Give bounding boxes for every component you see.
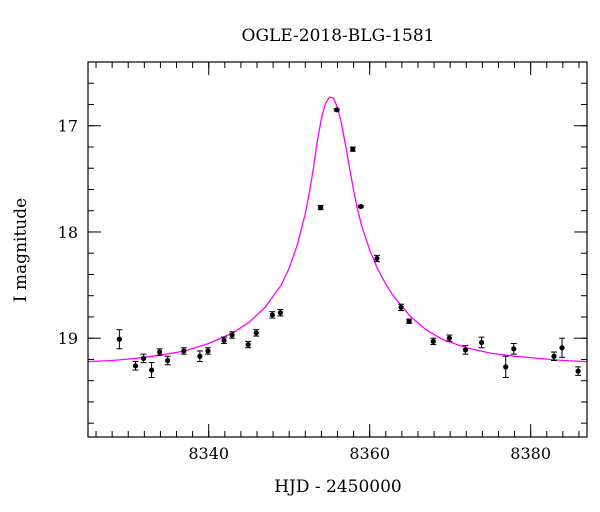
data-point <box>478 336 485 349</box>
data-point <box>559 337 566 358</box>
x-axis-label: HJD - 2450000 <box>274 477 402 497</box>
plot-frame <box>87 61 588 438</box>
x-tick-label: 8340 <box>188 444 229 463</box>
y-axis-label: I magnitude <box>11 198 31 302</box>
data-point-marker <box>140 355 147 361</box>
data-point <box>398 303 405 312</box>
data-point-marker <box>221 337 227 343</box>
data-point-marker <box>277 310 283 316</box>
data-point <box>430 337 437 346</box>
model-curve <box>87 96 588 363</box>
data-point-marker <box>181 348 187 354</box>
y-tick-label: 18 <box>58 223 78 242</box>
data-point <box>510 343 517 355</box>
x-tick-label: 8360 <box>349 444 390 463</box>
data-point-marker <box>229 332 235 338</box>
data-point <box>502 355 509 379</box>
data-point-marker <box>358 203 364 210</box>
data-point-marker <box>446 335 452 341</box>
data-point-marker <box>478 339 485 346</box>
axis-ticks-layer: 8340 8360 8380 17 18 19 <box>58 61 587 463</box>
data-point-marker <box>197 353 203 359</box>
data-points-layer <box>116 107 582 379</box>
data-point <box>575 366 582 376</box>
data-point-marker <box>430 338 436 344</box>
data-point <box>406 318 413 324</box>
data-point-marker <box>132 363 139 369</box>
data-point-marker <box>205 348 211 354</box>
data-point <box>164 355 171 366</box>
y-tick-label: 19 <box>58 329 78 348</box>
data-point-marker <box>374 255 380 262</box>
data-point-marker <box>334 107 340 113</box>
y-tick-label: 17 <box>58 117 78 136</box>
data-point-marker <box>116 336 122 342</box>
data-point-marker <box>551 353 557 359</box>
data-point <box>317 204 324 211</box>
data-point <box>277 309 284 317</box>
data-point-marker <box>406 318 412 324</box>
data-point <box>204 347 211 355</box>
data-point-marker <box>253 330 259 336</box>
model-curve-layer <box>87 96 588 363</box>
data-point <box>357 203 364 210</box>
data-point <box>253 329 260 337</box>
data-point-marker <box>503 364 509 370</box>
data-point <box>148 362 155 379</box>
data-point-marker <box>269 312 275 318</box>
data-point-marker <box>575 368 581 374</box>
data-point <box>196 350 203 363</box>
data-point-marker <box>559 345 565 351</box>
data-point <box>462 345 469 355</box>
data-point-marker <box>165 357 171 364</box>
chart-title: OGLE-2018-BLG-1581 <box>242 26 435 46</box>
data-point <box>349 146 356 152</box>
data-point <box>446 334 453 342</box>
data-point <box>116 329 123 350</box>
data-point-marker <box>317 204 324 211</box>
data-point <box>132 361 139 371</box>
data-point-marker <box>398 304 404 310</box>
data-point <box>140 353 147 364</box>
data-point-marker <box>148 367 155 373</box>
data-point <box>373 254 380 263</box>
data-point <box>245 340 252 349</box>
data-point <box>269 311 276 319</box>
data-point-marker <box>157 349 163 355</box>
data-point <box>180 347 187 355</box>
data-point <box>156 348 163 356</box>
data-point <box>551 351 558 362</box>
data-point-marker <box>511 346 517 352</box>
data-point <box>229 331 236 339</box>
data-point <box>333 107 340 113</box>
x-tick-label: 8380 <box>510 444 551 463</box>
data-point-marker <box>350 146 356 152</box>
data-point <box>221 336 228 345</box>
data-point-marker <box>245 341 251 348</box>
data-point-marker <box>462 347 469 353</box>
